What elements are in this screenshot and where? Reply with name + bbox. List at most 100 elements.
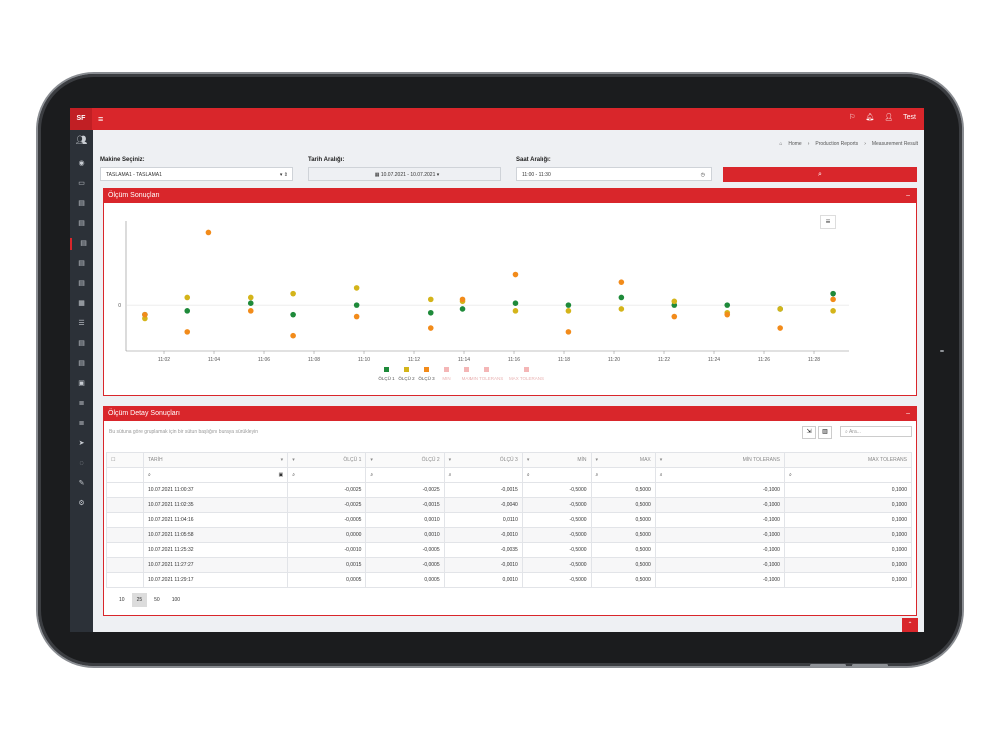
time-range-label: Saat Aralığı: <box>516 157 551 163</box>
hamburger-menu-icon[interactable]: ≡ <box>98 114 104 124</box>
filter-icon[interactable]: ▾ <box>595 457 599 463</box>
users-icon[interactable]: 👥︎ <box>75 135 88 145</box>
page-size-option[interactable]: 100 <box>171 597 181 603</box>
value-cell: 0,5000 <box>590 557 656 573</box>
table-row[interactable]: 10.07.2021 11:25:32 -0,0010 -0,0005 -0,0035… <box>106 542 913 558</box>
select-all-checkbox[interactable]: ☐ <box>106 452 144 468</box>
breadcrumb-reports[interactable]: Production Reports <box>815 141 859 147</box>
language-icon[interactable]: ⚐ <box>849 114 856 121</box>
x-tick-label: 11:22 <box>658 357 670 363</box>
row-select-cell[interactable] <box>106 542 144 558</box>
legend-label: MIN TOLERANS <box>470 376 504 381</box>
row-select-cell[interactable] <box>106 527 144 543</box>
row-select-cell[interactable] <box>106 512 144 528</box>
filter-icon[interactable]: ▾ <box>280 457 284 463</box>
x-tick-label: 11:04 <box>208 357 220 363</box>
page-size-option[interactable]: 10 <box>119 597 125 603</box>
filter-icon[interactable]: ▾ <box>292 457 295 463</box>
table-icon[interactable]: ▦ <box>78 300 85 307</box>
list-icon[interactable]: ≣ <box>78 400 85 407</box>
calendar-icon[interactable]: ▣ <box>278 472 284 478</box>
data-point <box>830 308 836 314</box>
row-select-cell[interactable] <box>106 572 144 588</box>
time-range-input[interactable]: 11:00 - 11:30 ◷ <box>516 167 712 181</box>
machine-select[interactable]: TASLAMA1 - TASLAMA1 ▾ ⇕ <box>100 167 293 181</box>
data-point <box>565 302 572 308</box>
calendar-icon[interactable]: ▣ <box>78 380 85 387</box>
table-row[interactable]: 10.07.2021 11:04:16 -0,0005 0,0010 0,0110 -0… <box>106 512 913 528</box>
column-chooser-icon[interactable]: ▥ <box>818 426 832 439</box>
data-point <box>830 296 836 303</box>
filter-cell[interactable]: ⌕ <box>783 467 913 483</box>
dashboard-icon[interactable]: ◉ <box>78 160 85 167</box>
search-button[interactable]: ⌕ <box>723 167 917 182</box>
data-point <box>777 306 783 312</box>
column-header[interactable]: ▾ MAX <box>590 452 656 468</box>
column-header[interactable]: ▾ ÖLÇÜ 3 <box>443 452 523 468</box>
value-cell: -0,0005 <box>365 557 445 573</box>
page-size-option-selected[interactable]: 25 <box>131 593 148 607</box>
filter-cell[interactable]: ⌕ <box>365 467 445 483</box>
report-icon[interactable]: ▤ <box>78 220 85 227</box>
grid-search-input[interactable]: ⌕ Ara... <box>840 426 912 437</box>
send-icon[interactable]: ➤ <box>78 440 85 447</box>
value-cell: -0,1000 <box>654 542 785 558</box>
filter-cell[interactable]: ⌕ <box>654 467 785 483</box>
date-range-picker[interactable]: ▦ 10.07.2021 - 10.07.2021 ▾ <box>308 167 501 181</box>
filter-cell[interactable]: ⌕ ▣ <box>142 467 289 483</box>
filter-icon[interactable]: ▾ <box>526 457 530 463</box>
filter-icon[interactable]: ▾ <box>370 457 373 463</box>
filter-icon[interactable]: ☰ <box>78 320 85 327</box>
filter-cell[interactable]: ⌕ <box>287 467 367 483</box>
column-header[interactable]: ▾ ÖLÇÜ 1 <box>287 452 367 468</box>
export-excel-icon[interactable]: ⇲ <box>802 426 816 439</box>
data-point <box>353 302 360 308</box>
row-select-cell[interactable] <box>106 482 144 498</box>
filter-icon[interactable]: ▾ <box>659 457 663 463</box>
column-header-label: TARİH <box>148 457 163 463</box>
column-header[interactable]: ▾ ÖLÇÜ 2 <box>365 452 445 468</box>
row-select-cell[interactable] <box>106 497 144 513</box>
user-avatar-icon[interactable]: 👤︎ <box>884 114 894 121</box>
report-icon[interactable]: ▤ <box>78 280 85 287</box>
date-cell: 10.07.2021 11:02:35 <box>142 497 289 513</box>
filter-cell[interactable]: ⌕ <box>521 467 592 483</box>
user-name[interactable]: Test <box>903 113 916 121</box>
report-icon[interactable]: ▤ <box>78 260 85 267</box>
collapse-icon[interactable]: – <box>906 410 910 417</box>
pencil-icon[interactable]: ✎ <box>78 480 85 487</box>
collapse-icon[interactable]: – <box>906 192 910 199</box>
date-cell: 10.07.2021 11:04:16 <box>142 512 289 528</box>
gear-icon[interactable]: ⚙ <box>78 500 85 507</box>
monitor-icon[interactable]: ▭ <box>78 180 85 187</box>
value-cell: 0,0010 <box>365 527 445 543</box>
scroll-to-top-button[interactable]: ⌃ <box>902 618 918 632</box>
table-row[interactable]: 10.07.2021 11:27:27 0,0015 -0,0005 -0,0010-… <box>106 557 913 573</box>
value-cell: -0,0035 <box>443 542 523 558</box>
search-icon: ⌕ <box>659 472 663 478</box>
chart-menu-icon[interactable]: ≡ <box>820 215 836 229</box>
column-header[interactable]: MAX TOLERANS <box>783 452 913 468</box>
report-icon[interactable]: ▤ <box>78 340 85 347</box>
list-icon[interactable]: ≣ <box>78 420 85 427</box>
table-row[interactable]: 10.07.2021 11:05:58 0,0000 0,0010 -0,0010 -0… <box>106 527 913 543</box>
column-header[interactable]: TARİH ▾ <box>142 452 289 468</box>
report-icon[interactable]: ▤ <box>78 360 85 367</box>
filter-cell[interactable]: ⌕ <box>590 467 656 483</box>
filter-cell[interactable]: ⌕ <box>443 467 523 483</box>
bell-icon[interactable]: 🔔︎ <box>865 114 875 121</box>
data-point <box>459 306 466 312</box>
table-row[interactable]: 10.07.2021 11:29:17 0,0005 0,0005 0,0010 -0,… <box>106 572 913 588</box>
report-icon-active[interactable]: ▤ <box>70 238 95 250</box>
breadcrumb-home[interactable]: Home <box>788 141 802 147</box>
data-point <box>247 294 254 301</box>
report-icon[interactable]: ▤ <box>78 200 85 207</box>
page-size-option[interactable]: 50 <box>154 597 160 603</box>
table-row[interactable]: 10.07.2021 11:02:35 -0,0025 -0,0015 -0,0040… <box>106 497 913 513</box>
row-select-cell[interactable] <box>106 557 144 573</box>
chat-icon[interactable]: ◌ <box>79 460 84 467</box>
filter-icon[interactable]: ▾ <box>448 457 452 463</box>
table-row[interactable]: 10.07.2021 11:00:37 -0,0025 -0,0025 -0,0015… <box>106 482 913 498</box>
column-header[interactable]: ▾ MİN TOLERANS <box>654 452 785 468</box>
column-header[interactable]: ▾ MİN <box>521 452 592 468</box>
